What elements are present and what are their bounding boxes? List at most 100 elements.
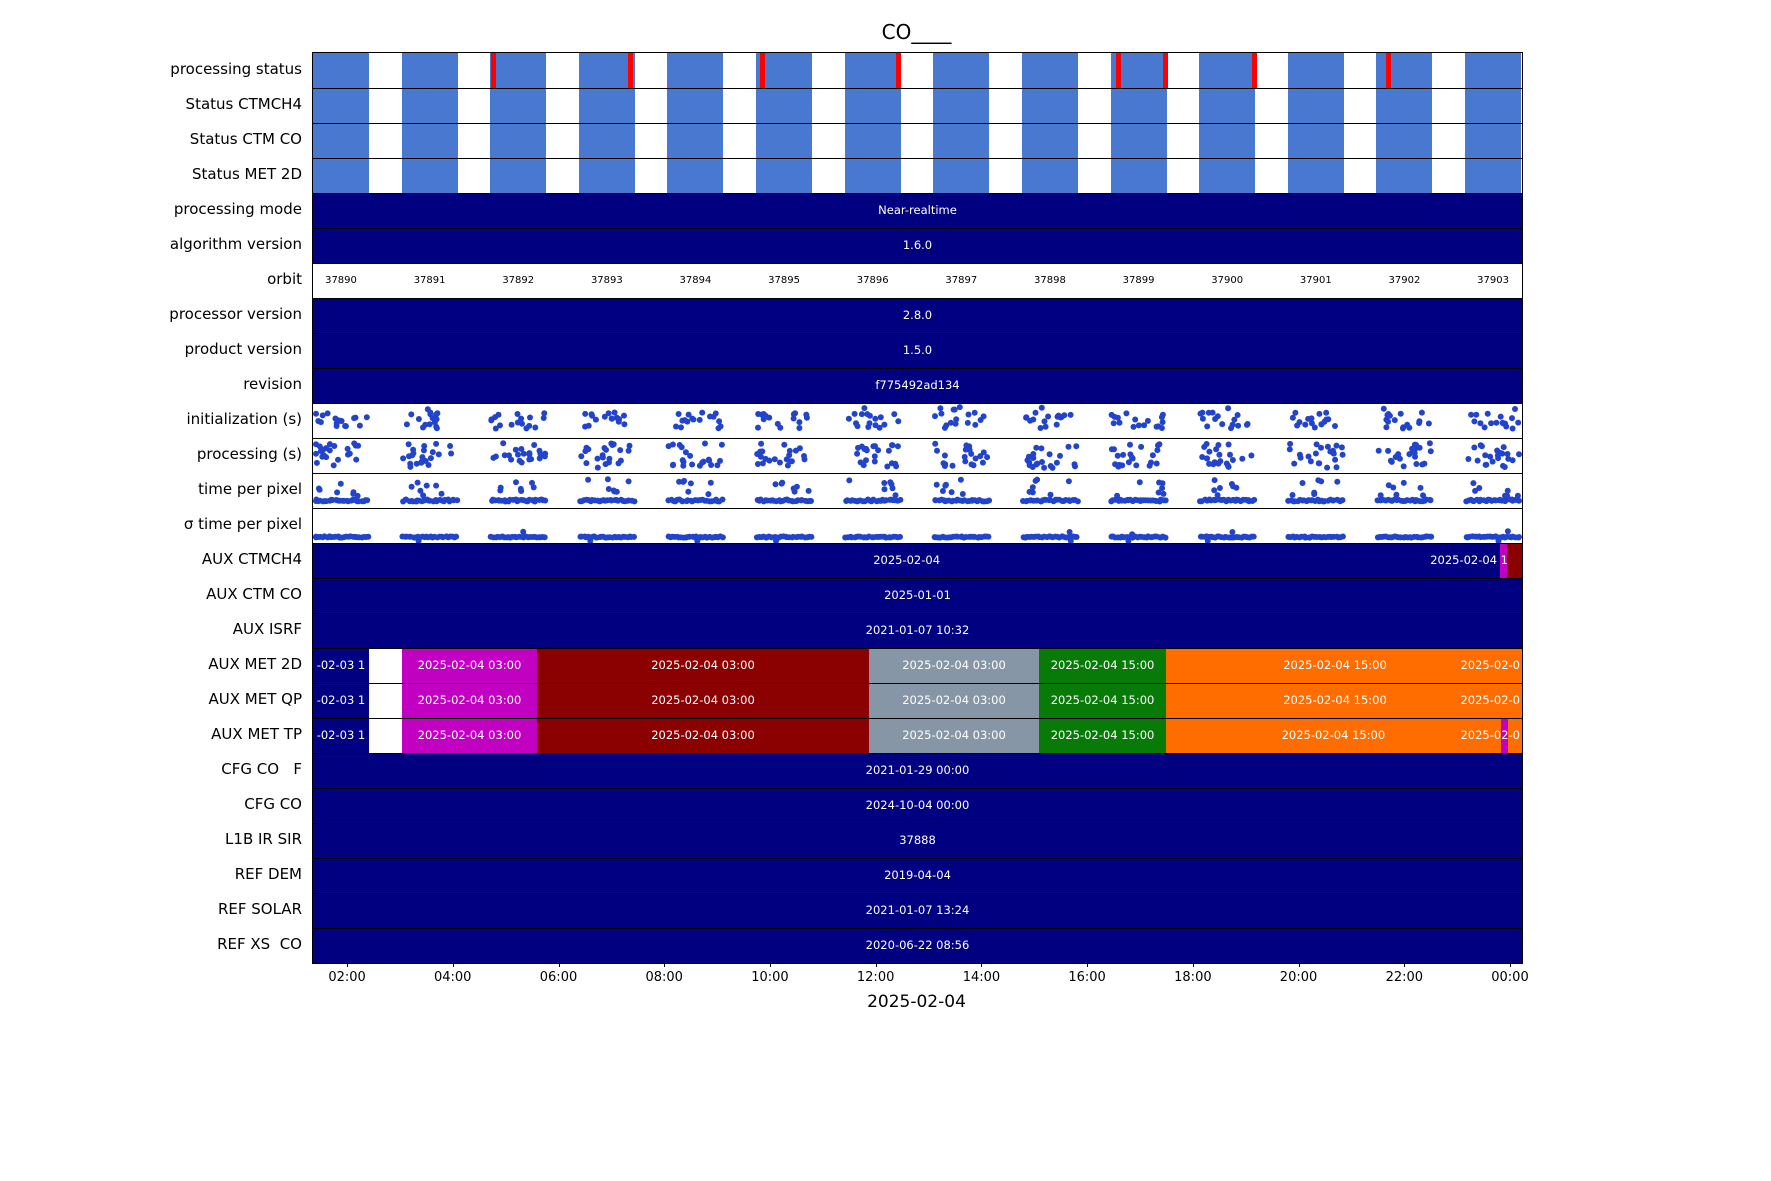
row-initialization-s xyxy=(313,403,1522,438)
segment-value: 2025-02-04 03:00 xyxy=(417,658,522,672)
orbit-number: 37890 xyxy=(325,275,357,286)
segment-value: 2025-02-04 15:00 xyxy=(1283,693,1387,707)
orbit-number: 37902 xyxy=(1388,275,1421,286)
segment-green: 2025-02-04 15:00 xyxy=(1039,683,1167,718)
row-separator xyxy=(313,473,1522,474)
row-separator xyxy=(313,788,1522,789)
row-cfg-co-f: 2021-01-29 00:00 xyxy=(313,753,1522,788)
coverage-block xyxy=(1021,123,1078,158)
segment-magenta xyxy=(1500,718,1508,753)
row-processor-version: 2.8.0 xyxy=(313,298,1522,333)
row-separator xyxy=(313,683,1522,684)
coverage-block xyxy=(1287,88,1344,123)
scatter-plot-initialization-s xyxy=(313,404,1522,432)
orbit-number: 37900 xyxy=(1211,275,1244,286)
coverage-block xyxy=(1110,158,1167,193)
orbit-number: 37898 xyxy=(1034,275,1066,286)
row-separator xyxy=(313,613,1522,614)
x-tick-label: 12:00 xyxy=(856,970,895,985)
row-separator xyxy=(313,403,1522,404)
coverage-block xyxy=(933,88,990,123)
row-separator xyxy=(313,228,1522,229)
segment-value: 2025-02-04 03:00 xyxy=(902,658,1006,672)
segment-value: 2025-02-04 15:00 xyxy=(1050,658,1155,672)
row-processing-s xyxy=(313,438,1522,473)
segment-value-clipped: 2025-02-0 xyxy=(1460,693,1520,707)
segment-navy: -02-03 1 xyxy=(313,683,369,718)
segment-orange xyxy=(1503,683,1522,718)
row-separator xyxy=(313,263,1522,264)
orbit-number: 37899 xyxy=(1122,275,1155,286)
segment-value: 2025-02-04 03:00 xyxy=(902,728,1006,742)
coverage-block xyxy=(401,88,458,123)
row-aux-met-2d: -02-03 1 2025-02-04 03:00 2025-02-04 03:00… xyxy=(313,648,1522,683)
segment-value: 2025-02-04 03:00 xyxy=(417,693,522,707)
overlay-value: 2025-02-04 1 xyxy=(1430,553,1508,567)
coverage-block xyxy=(756,88,813,123)
row-label-orbit: orbit xyxy=(267,270,302,288)
row-label-time-per-pixel: σ time per pixel xyxy=(183,515,302,533)
coverage-block xyxy=(1376,123,1433,158)
row-processing-mode: Near-realtime xyxy=(313,193,1522,228)
row-aux-ctmch4: 2025-02-04 2025-02-04 1 xyxy=(313,543,1522,578)
segment-value: 2025-02-04 15:00 xyxy=(1050,728,1155,742)
coverage-block xyxy=(1376,158,1433,193)
orbit-number: 37901 xyxy=(1299,275,1332,286)
coverage-block xyxy=(313,88,369,123)
x-tick-mark xyxy=(1509,962,1511,967)
row-label-aux-met-tp: AUX MET TP xyxy=(211,725,302,743)
segment-value: 2025-02-04 15:00 xyxy=(1281,728,1386,742)
coverage-block xyxy=(1021,88,1078,123)
row-value-ref-solar: 2021-01-07 13:24 xyxy=(865,903,970,917)
coverage-block xyxy=(844,158,901,193)
x-tick-mark xyxy=(1192,962,1194,967)
row-label-status-ctmch4: Status CTMCH4 xyxy=(185,95,302,113)
coverage-block xyxy=(1021,158,1078,193)
row-aux-ctm-co: 2025-01-01 xyxy=(313,578,1522,613)
row-separator xyxy=(313,858,1522,859)
segment-value-clipped: 2025-02-0 xyxy=(1460,728,1520,742)
x-tick-mark xyxy=(347,962,349,967)
coverage-block xyxy=(1465,88,1522,123)
row-value-aux-ctm-co: 2025-01-01 xyxy=(884,588,951,602)
x-tick-label: 08:00 xyxy=(645,970,683,985)
row-label-aux-ctmch4: AUX CTMCH4 xyxy=(201,550,302,568)
coverage-block xyxy=(1465,158,1522,193)
row-value-revision: f775492ad134 xyxy=(875,378,960,392)
error-mark xyxy=(896,53,902,88)
coverage-block xyxy=(490,158,547,193)
row-value-cfg-co: 2024-10-04 00:00 xyxy=(865,798,970,812)
segment-value: -02-03 1 xyxy=(316,693,366,707)
orbit-number: 37893 xyxy=(590,275,623,286)
coverage-block xyxy=(313,123,369,158)
row-label-revision: revision xyxy=(243,375,302,393)
coverage-block xyxy=(933,158,990,193)
row-aux-met-qp: -02-03 1 2025-02-04 03:00 2025-02-04 03:00… xyxy=(313,683,1522,718)
orbit-number: 37891 xyxy=(413,275,446,286)
segment-green: 2025-02-04 15:00 xyxy=(1039,648,1167,683)
row-separator xyxy=(313,438,1522,439)
x-tick-label: 16:00 xyxy=(1068,970,1106,985)
x-tick-label: 02:00 xyxy=(328,970,366,985)
row-status-met-2d xyxy=(313,158,1522,193)
x-axis-date-label: 2025-02-04 xyxy=(867,992,966,1012)
error-mark xyxy=(1163,53,1169,88)
coverage-block xyxy=(1199,88,1256,123)
segment-dark_red xyxy=(1507,543,1522,578)
coverage-block xyxy=(490,88,547,123)
coverage-block xyxy=(1021,53,1078,88)
segment-magenta: 2025-02-04 03:00 xyxy=(401,648,537,683)
x-tick-label: 10:00 xyxy=(751,970,789,985)
row-separator xyxy=(313,368,1522,369)
segment-orange xyxy=(1507,718,1522,753)
row-label-l1b-ir-sir: L1B IR SIR xyxy=(225,830,302,848)
row-separator xyxy=(313,753,1522,754)
row-separator xyxy=(313,158,1522,159)
coverage-block xyxy=(667,158,724,193)
orbit-number: 37894 xyxy=(679,275,712,286)
coverage-block xyxy=(1110,123,1167,158)
row-aux-isrf: 2021-01-07 10:32 xyxy=(313,613,1522,648)
segment-gray: 2025-02-04 03:00 xyxy=(869,683,1039,718)
coverage-block xyxy=(1199,158,1256,193)
coverage-block xyxy=(1465,53,1522,88)
